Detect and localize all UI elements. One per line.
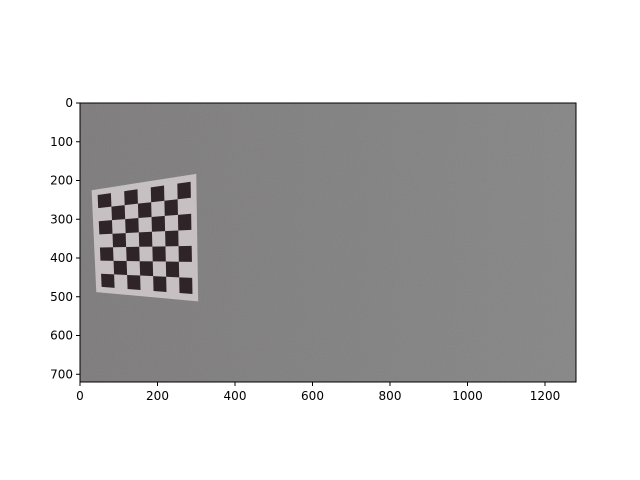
checker-square xyxy=(137,202,152,219)
y-tick-label: 100 xyxy=(50,135,73,149)
x-axis: 0 200 400 600 800 1000 1200 xyxy=(76,382,560,403)
checkerboard xyxy=(91,173,199,302)
y-tick-label: 700 xyxy=(50,367,73,381)
checker-square xyxy=(164,199,178,216)
photo-image xyxy=(80,103,576,382)
checker-square xyxy=(138,231,153,247)
plot-frame xyxy=(79,102,577,383)
checker-square xyxy=(101,273,115,288)
checker-square xyxy=(178,245,192,262)
y-tick-label: 600 xyxy=(50,329,73,343)
checker-square xyxy=(151,215,166,232)
checker-square xyxy=(98,220,113,235)
y-tick-label: 200 xyxy=(50,174,73,188)
checker-square xyxy=(179,277,193,294)
checker-square xyxy=(152,246,166,262)
y-axis: 0 100 200 300 400 500 600 700 xyxy=(50,96,80,381)
y-tick-label: 0 xyxy=(65,96,73,110)
x-tick-label: 600 xyxy=(301,389,324,403)
checker-square xyxy=(126,246,140,262)
x-tick-label: 200 xyxy=(146,389,169,403)
checker-square xyxy=(97,193,112,209)
y-tick-label: 300 xyxy=(50,212,73,226)
checker-square xyxy=(99,247,114,261)
x-tick-label: 400 xyxy=(224,389,247,403)
checker-square xyxy=(125,218,139,234)
checker-square xyxy=(124,189,138,206)
x-tick-label: 1200 xyxy=(530,389,561,403)
checker-square xyxy=(165,261,180,278)
checker-square xyxy=(177,213,192,231)
checker-square xyxy=(113,260,128,275)
checker-square xyxy=(177,181,191,200)
checker-square xyxy=(153,276,167,292)
checker-square xyxy=(165,230,179,247)
x-tick-label: 1000 xyxy=(452,389,483,403)
checker-square xyxy=(150,185,165,203)
checker-square xyxy=(112,233,127,248)
checker-square xyxy=(139,261,154,277)
checker-square xyxy=(111,205,126,221)
x-tick-label: 800 xyxy=(379,389,402,403)
y-tick-label: 400 xyxy=(50,251,73,265)
checker-square xyxy=(127,274,141,290)
x-tick-label: 0 xyxy=(76,389,84,403)
y-tick-label: 500 xyxy=(50,290,73,304)
